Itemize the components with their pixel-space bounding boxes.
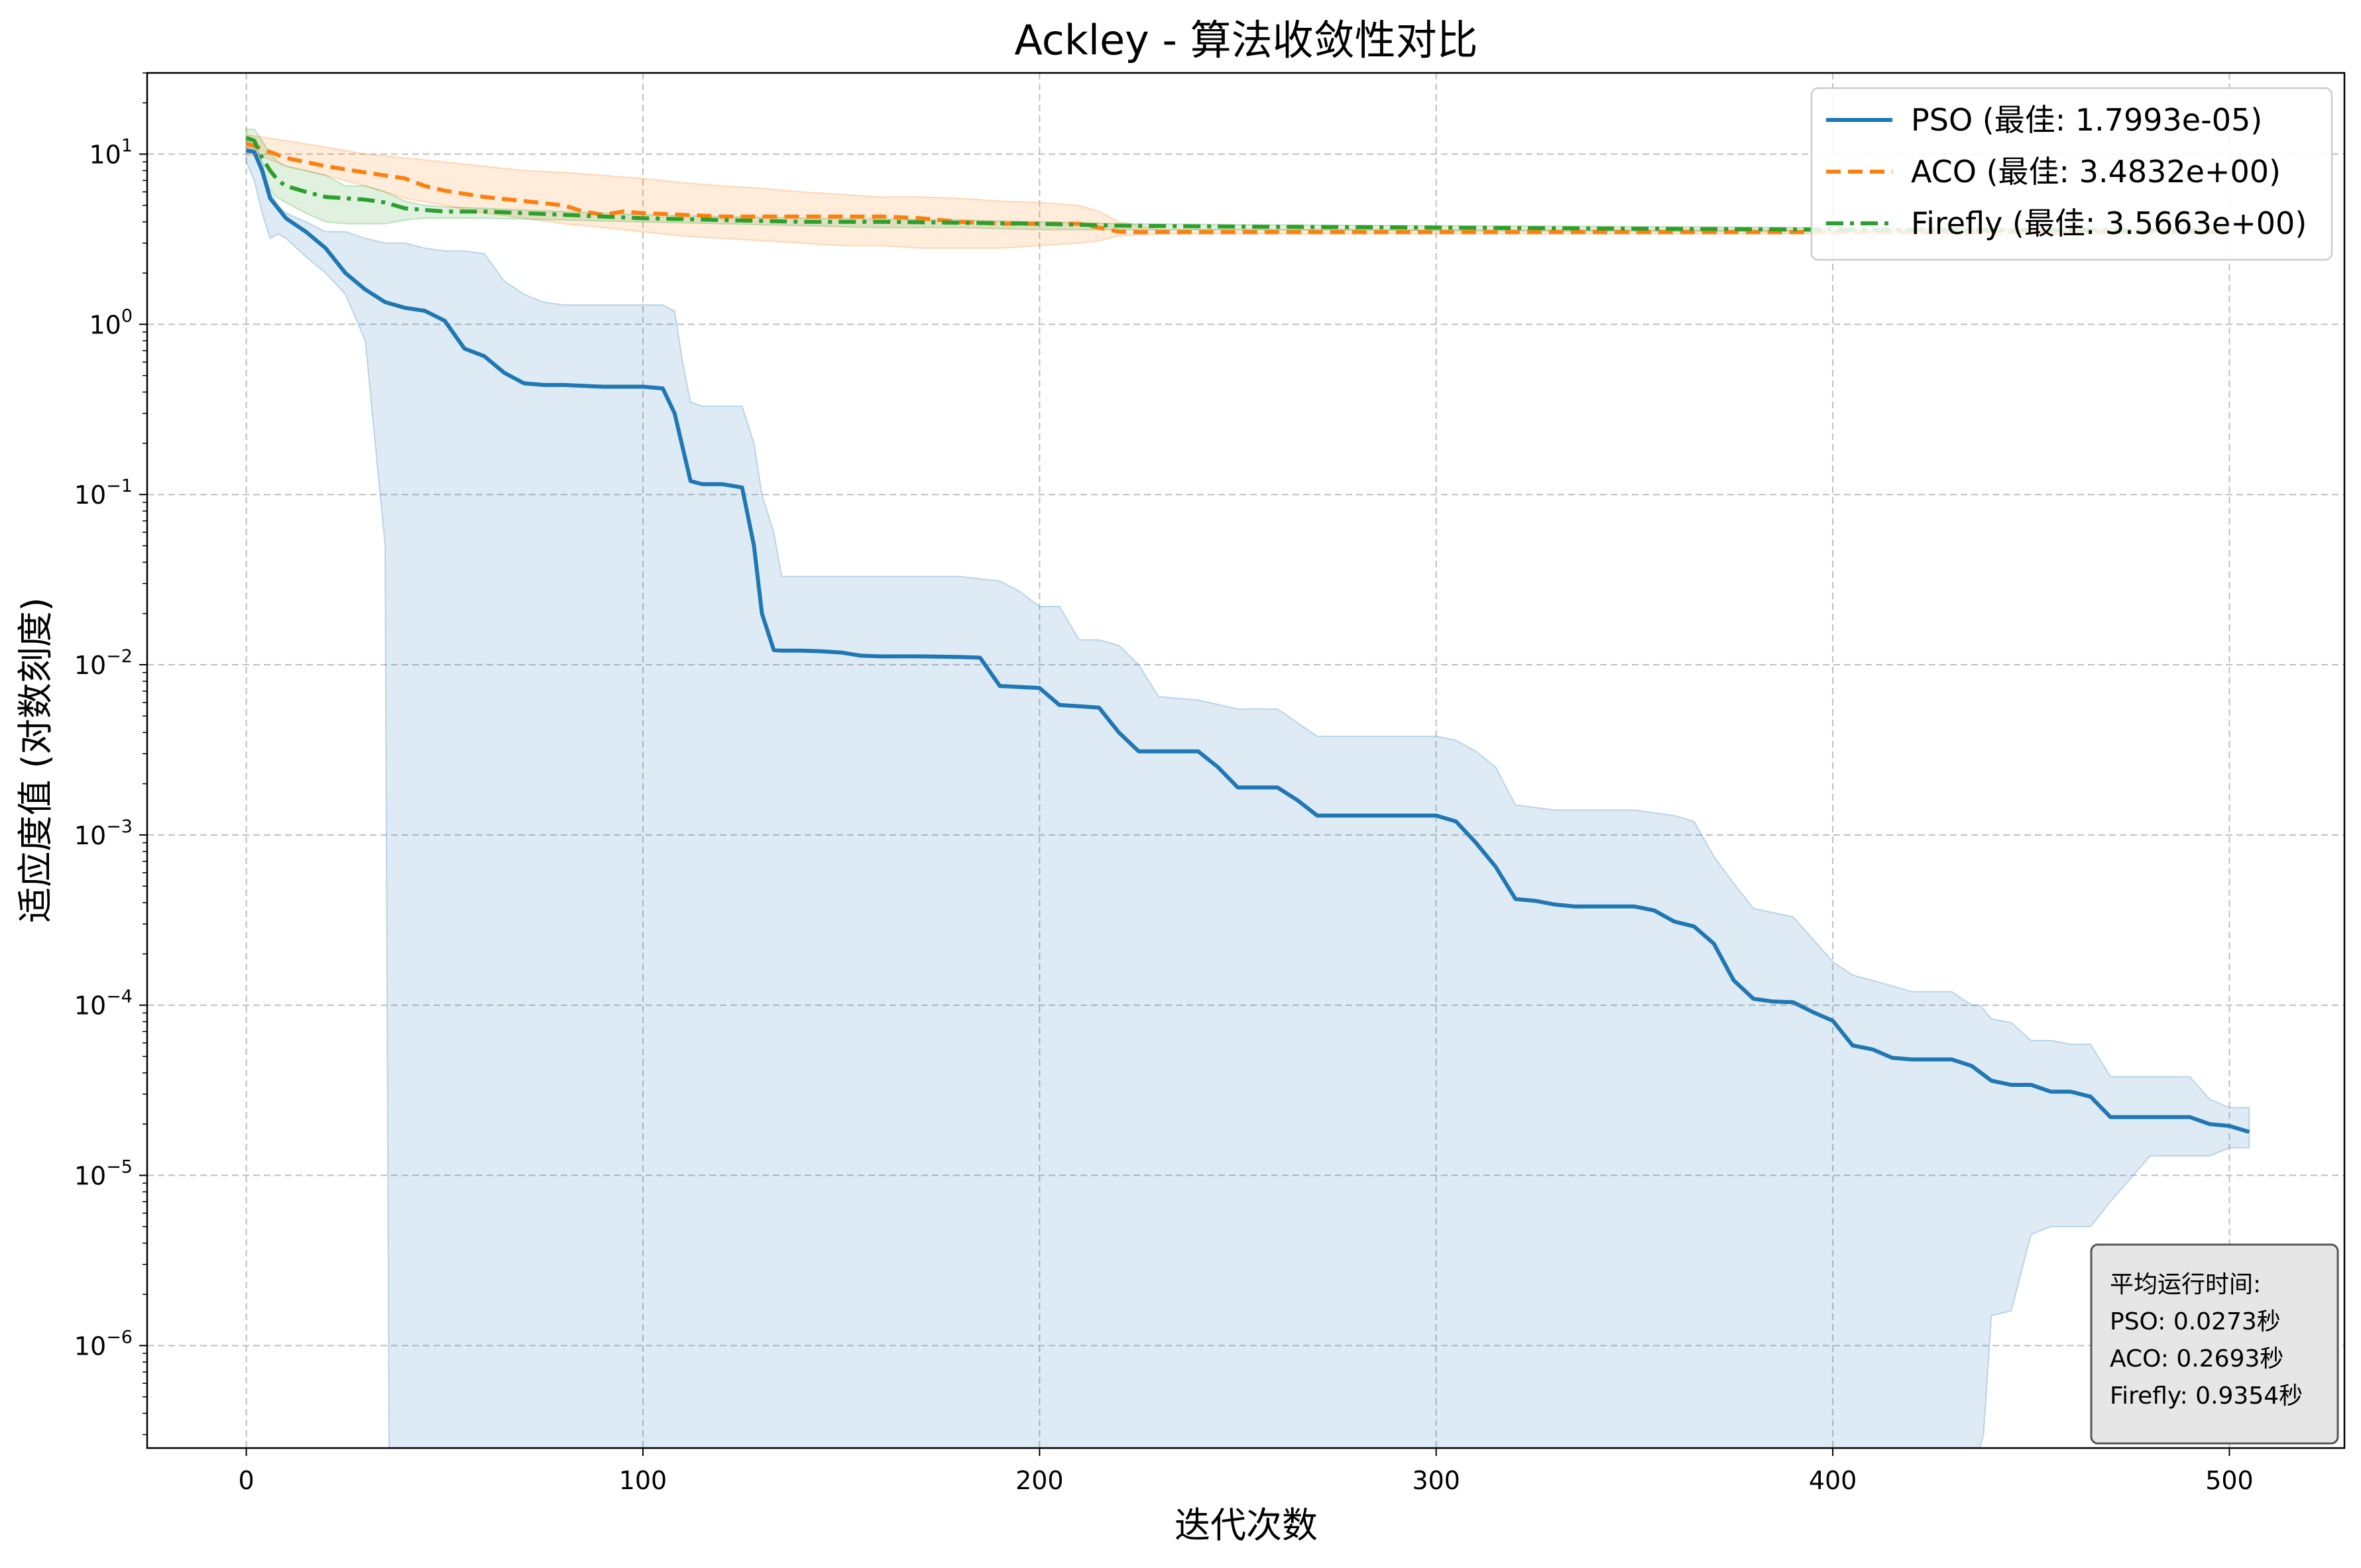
y-tick-label: 10−4 xyxy=(74,987,133,1021)
legend-frame xyxy=(1810,87,2333,261)
legend: PSO (最佳: 1.7993e-05) ACO (最佳: 3.4832e+00)… xyxy=(1810,87,2333,261)
series-lines xyxy=(245,135,2250,1134)
x-tick-label: 200 xyxy=(1015,1466,1064,1495)
x-tick-label: 300 xyxy=(1412,1466,1460,1495)
legend-label: ACO (最佳: 3.4832e+00) xyxy=(1911,154,2281,190)
firefly-line xyxy=(245,135,2230,233)
y-tick-label: 10−5 xyxy=(74,1157,133,1191)
runtime-line: PSO: 0.0273秒 xyxy=(2110,1308,2281,1335)
pso-band xyxy=(245,140,2250,1448)
chart-title: Ackley - 算法收敛性对比 xyxy=(1014,16,1477,64)
x-axis-label: 迭代次数 xyxy=(1175,1504,1318,1546)
x-tick-label: 500 xyxy=(2205,1466,2254,1495)
y-tick-label: 101 xyxy=(89,136,133,170)
y-tick-label: 100 xyxy=(89,306,133,339)
legend-label: PSO (最佳: 1.7993e-05) xyxy=(1911,102,2262,138)
legend-label: Firefly (最佳: 3.5663e+00) xyxy=(1911,205,2307,241)
x-tick-label: 0 xyxy=(239,1466,255,1495)
runtime-line: ACO: 0.2693秒 xyxy=(2110,1345,2283,1372)
runtime-line: Firefly: 0.9354秒 xyxy=(2110,1382,2303,1410)
y-tick-label: 10−1 xyxy=(74,476,133,510)
x-tick-label: 400 xyxy=(1809,1466,1857,1495)
y-tick-label: 10−3 xyxy=(74,816,133,850)
runtime-box: 平均运行时间: PSO: 0.0273秒 ACO: 0.2693秒 Firefly: … xyxy=(2090,1243,2339,1445)
plot-frame xyxy=(146,72,2346,1449)
aco-line xyxy=(245,142,2230,235)
runtime-line: 平均运行时间: xyxy=(2110,1271,2261,1298)
runtime-box-frame xyxy=(2090,1243,2339,1445)
x-axis-ticks: 0 100 200 300 400 500 xyxy=(239,1448,2254,1495)
y-tick-label: 10−6 xyxy=(74,1327,133,1361)
y-axis-label: 适应度值 (对数刻度) xyxy=(15,597,56,923)
x-tick-label: 100 xyxy=(619,1466,667,1495)
pso-line xyxy=(246,148,2250,1134)
y-tick-label: 10−2 xyxy=(74,646,133,680)
y-axis-ticks: 10−6 10−5 10−4 10−3 10−2 10−1 100 101 xyxy=(74,72,147,1435)
grid xyxy=(147,73,2344,1448)
